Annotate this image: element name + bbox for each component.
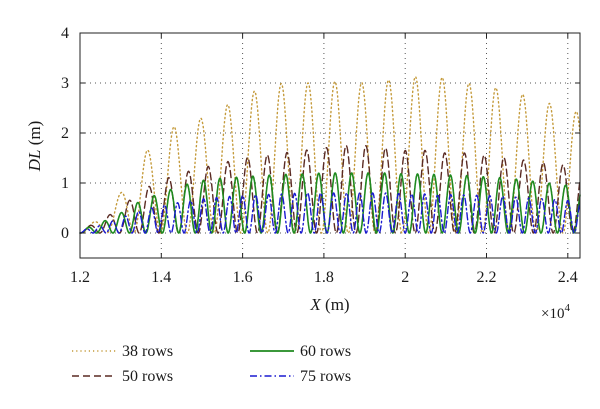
legend-label: 60 rows: [300, 343, 351, 360]
plot-frame: [79, 32, 581, 259]
x-tick-label: 1.6: [233, 269, 253, 286]
x-tick-label: 1.4: [151, 269, 171, 286]
legend-label: 75 rows: [300, 368, 351, 385]
y-tick-label: 4: [61, 25, 69, 42]
x-axis-ticks: 1.2 1.4 1.6 1.8 2 2.2 2.4: [70, 33, 578, 286]
y-tick-label: 1: [61, 175, 69, 192]
x-tick-label: 1.2: [70, 269, 90, 286]
y-tick-label: 2: [61, 125, 69, 142]
y-tick-label: 3: [61, 75, 69, 92]
x-tick-label: 1.8: [314, 269, 334, 286]
x-axis-title: X (m): [309, 295, 349, 314]
x-axis-multiplier: ×104: [541, 302, 570, 322]
legend: 38 rows 50 rows 60 rows 75 rows: [72, 343, 351, 385]
series-group: [79, 76, 581, 234]
y-axis-ticks: 0 1 2 3 4: [61, 25, 580, 242]
x-tick-label: 2.4: [558, 269, 578, 286]
legend-label: 50 rows: [122, 368, 173, 385]
y-tick-label: 0: [61, 225, 69, 242]
x-tick-label: 2.2: [477, 269, 497, 286]
x-tick-label: 2: [401, 269, 409, 286]
y-axis-title: DL (m): [25, 121, 44, 173]
legend-label: 38 rows: [122, 343, 173, 360]
series-line: [79, 192, 581, 234]
series-line: [79, 76, 581, 234]
